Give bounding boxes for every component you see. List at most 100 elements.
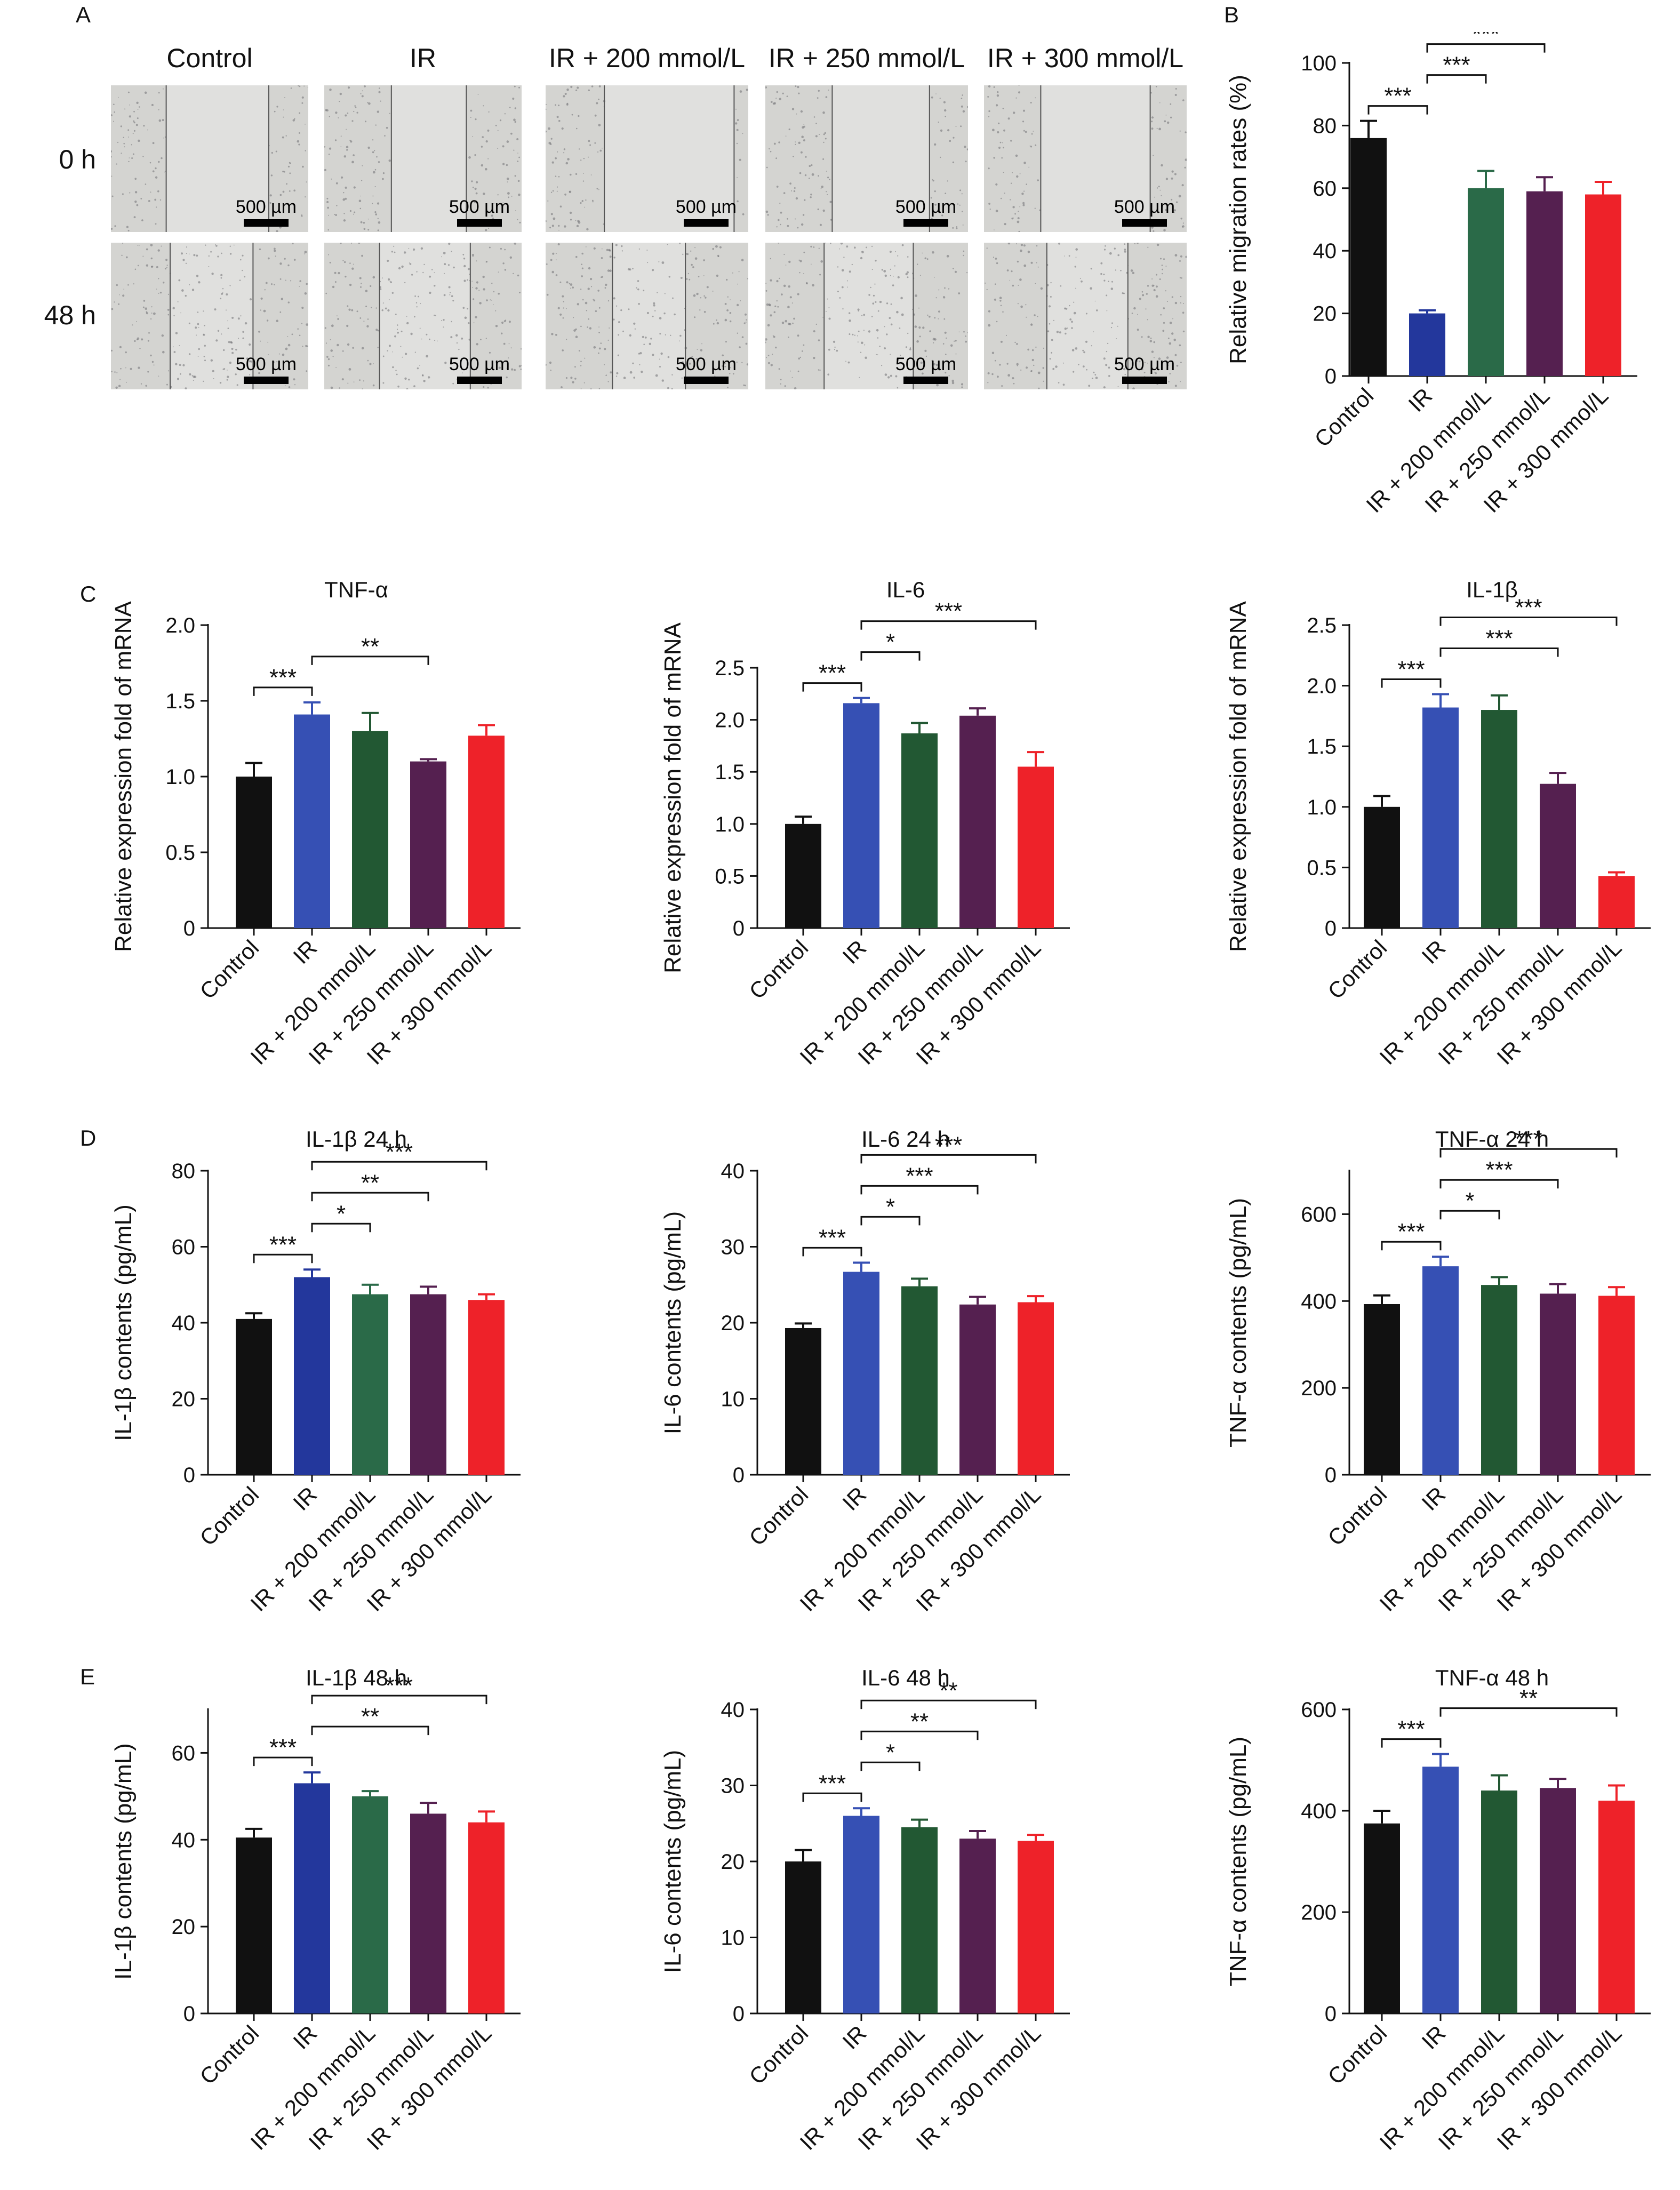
significance-label: * xyxy=(886,629,895,656)
bar-2 xyxy=(901,1827,938,2013)
micrograph-r1-c3: 500 µm xyxy=(765,243,968,389)
significance-bracket: ** xyxy=(311,634,429,665)
significance-bracket: *** xyxy=(1439,595,1618,626)
chart-title: IL-6 xyxy=(886,577,925,602)
bar-4 xyxy=(468,1300,505,1475)
x-category-label: IR xyxy=(1417,1482,1450,1515)
significance-label: *** xyxy=(269,665,297,691)
x-category-label: Control xyxy=(195,935,263,1004)
significance-bracket: *** xyxy=(1439,1157,1559,1189)
significance-bracket: *** xyxy=(860,1163,979,1195)
y-tick-label: 60 xyxy=(172,1236,196,1259)
y-tick-label: 1.0 xyxy=(165,765,195,789)
micrograph-r0-c0: 500 µm xyxy=(111,85,308,232)
significance-label: * xyxy=(337,1201,346,1227)
x-category-label: IR xyxy=(288,2020,322,2054)
significance-label: *** xyxy=(386,1673,413,1699)
bar-4 xyxy=(1018,766,1054,928)
x-category-label: IR xyxy=(1417,935,1450,969)
scale-bar: 500 µm xyxy=(236,354,297,384)
y-tick-label: 2.0 xyxy=(165,614,195,637)
y-tick-label: 30 xyxy=(721,1775,745,1798)
scale-bar: 500 µm xyxy=(895,354,956,384)
bar-1 xyxy=(294,1277,330,1475)
chart-il6-mrna: IL-6 Relative expression fold of mRNA 0 0.5… xyxy=(660,577,1070,1069)
significance-label: *** xyxy=(269,1735,297,1761)
y-tick-label: 40 xyxy=(172,1828,196,1852)
bar-1 xyxy=(843,703,879,928)
bar-1 xyxy=(843,1816,879,2013)
significance-label: *** xyxy=(1397,657,1425,683)
chart-il1b-24h: IL-1β 24 h IL-1β contents (pg/mL) 0 20 40 60 8… xyxy=(110,1126,521,1616)
col-label-control: Control xyxy=(166,43,253,73)
scale-bar-line xyxy=(243,219,289,227)
significance-label: *** xyxy=(1397,1716,1425,1743)
y-tick-label: 0 xyxy=(183,917,195,940)
row-label-48h: 48 h xyxy=(44,300,96,330)
scale-bar: 500 µm xyxy=(236,197,297,227)
significance-label: *** xyxy=(1485,626,1513,652)
scale-bar: 500 µm xyxy=(449,197,510,227)
scale-bar-line xyxy=(903,219,948,227)
y-tick-label: 1.0 xyxy=(1307,796,1337,819)
bar-2 xyxy=(901,1286,938,1475)
panel-letter-d: D xyxy=(80,1125,97,1150)
micrograph-r1-c4: 500 µm xyxy=(984,243,1187,389)
micrograph-texture xyxy=(111,243,308,389)
y-tick-label: 0 xyxy=(1325,917,1337,940)
bar-3 xyxy=(1540,784,1576,928)
significance-bracket: * xyxy=(860,629,921,661)
bar-1 xyxy=(843,1272,879,1475)
significance-bracket: ** xyxy=(1439,1685,1618,1717)
bar-1 xyxy=(1422,1767,1459,2013)
bar-4 xyxy=(468,1822,505,2013)
scale-bar-line xyxy=(457,377,502,384)
micrograph-r0-c2: 500 µm xyxy=(546,85,748,232)
scale-bar-label: 500 µm xyxy=(1114,354,1175,374)
chart-title: TNF-α xyxy=(324,577,388,602)
bar-2 xyxy=(352,731,388,928)
chart-tnf-mrna: TNF-α Relative expression fold of mRNA 0 0.… xyxy=(110,577,521,1069)
y-tick-label: 1.5 xyxy=(715,761,745,784)
significance-label: * xyxy=(886,1194,895,1220)
bar-2 xyxy=(352,1294,388,1475)
scale-bar: 500 µm xyxy=(895,197,956,227)
chart-migration-rates: Relative migration rates (%) 0 20 40 60 80 100… xyxy=(1225,32,1637,517)
chart-title: IL-1β 24 h xyxy=(306,1126,407,1152)
micrograph-r1-c2: 500 µm xyxy=(546,243,748,389)
y-tick-label: 1.0 xyxy=(715,813,745,836)
significance-bracket: *** xyxy=(1439,1126,1618,1158)
y-axis-label: IL-1β contents (pg/mL) xyxy=(110,1204,137,1441)
bar-2 xyxy=(1468,188,1504,376)
bar-1 xyxy=(1422,707,1459,928)
y-axis-label: Relative expression fold of mRNA xyxy=(660,622,686,973)
scale-bar-line xyxy=(683,219,729,227)
bar-0 xyxy=(236,1837,272,2013)
significance-bracket: *** xyxy=(860,598,1037,630)
micrograph-r1-c1: 500 µm xyxy=(324,243,522,389)
y-tick-label: 0 xyxy=(183,1464,195,1487)
significance-label: *** xyxy=(269,1232,297,1258)
y-tick-label: 60 xyxy=(172,1741,196,1765)
bar-3 xyxy=(1540,1788,1576,2013)
scale-bar-label: 500 µm xyxy=(449,354,510,374)
chart-title: IL-6 48 h xyxy=(861,1665,950,1690)
significance-bracket: *** xyxy=(1381,1219,1442,1251)
bar-4 xyxy=(1598,1296,1635,1475)
chart-title: IL-6 24 h xyxy=(861,1126,950,1152)
significance-bracket: *** xyxy=(1426,32,1546,53)
significance-bracket: ** xyxy=(860,1708,979,1740)
significance-label: *** xyxy=(1515,595,1542,621)
micrograph-texture xyxy=(546,243,748,389)
scale-bar-line xyxy=(457,219,502,227)
micrograph-r0-c1: 500 µm xyxy=(324,85,522,232)
scale-bar-label: 500 µm xyxy=(895,354,956,374)
significance-label: * xyxy=(1465,1188,1474,1214)
y-tick-label: 20 xyxy=(1313,302,1337,326)
y-tick-label: 200 xyxy=(1301,1901,1337,1924)
scale-bar: 500 µm xyxy=(449,354,510,384)
significance-label: *** xyxy=(935,598,962,625)
x-category-label: IR xyxy=(288,1482,322,1515)
bar-1 xyxy=(1409,313,1445,376)
